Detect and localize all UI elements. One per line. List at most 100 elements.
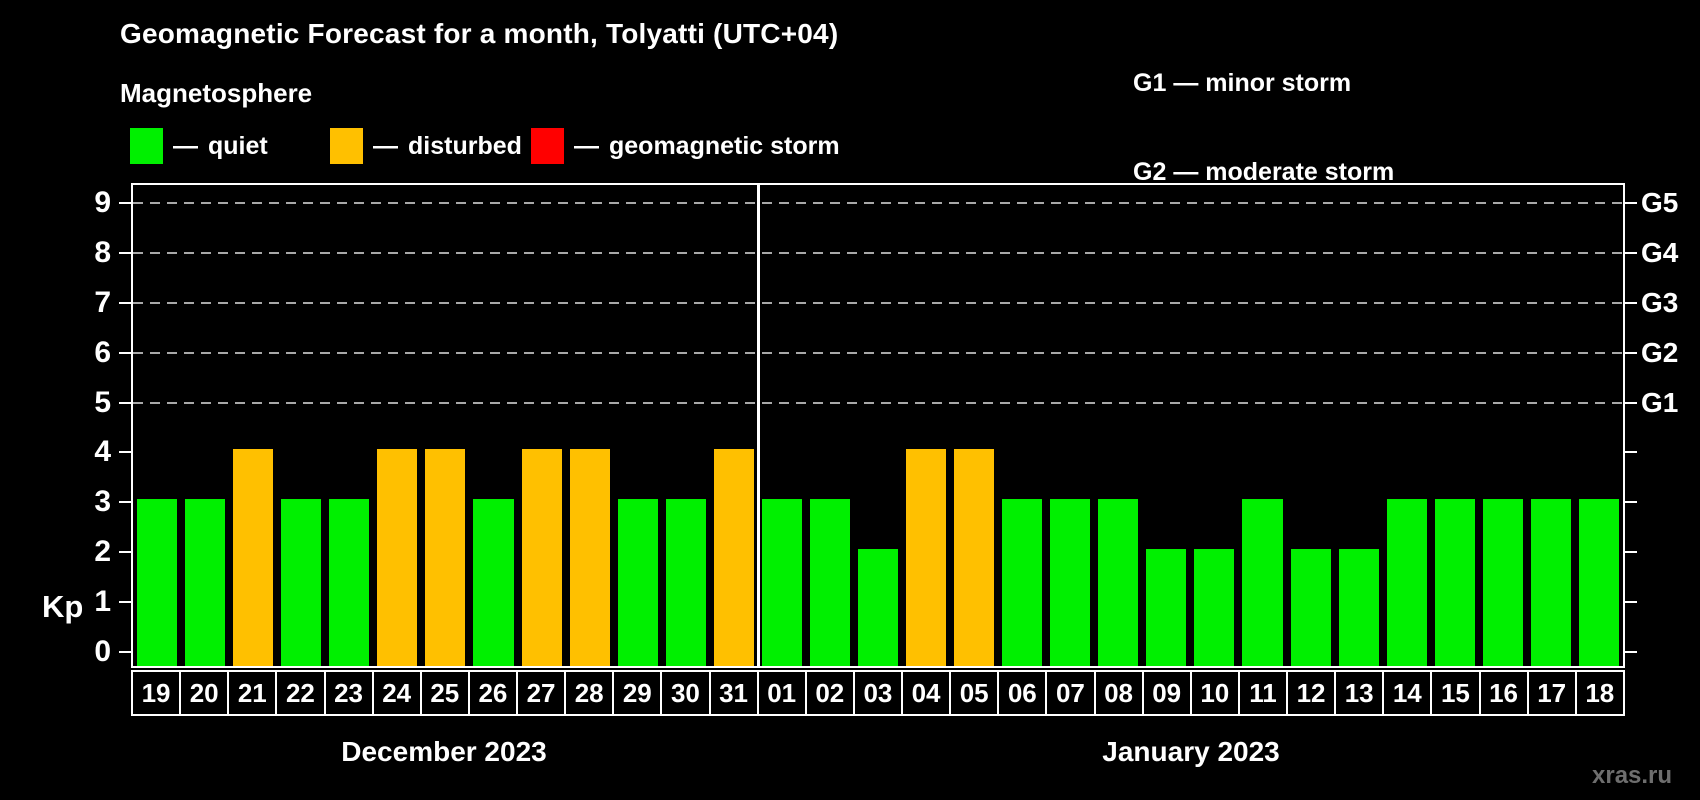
- bar-slot-january-10: [1190, 185, 1238, 666]
- day-label-06: 06: [999, 672, 1048, 714]
- bar-slot-january-05: [950, 185, 998, 666]
- legend-dash: —: [373, 131, 398, 160]
- bar-slot-december-20: [181, 185, 229, 666]
- kp-bar-07: [1050, 499, 1091, 666]
- y-tick-left-7: [119, 301, 131, 304]
- day-label-09: 09: [1144, 672, 1192, 714]
- bar-slot-january-15: [1431, 185, 1479, 666]
- y-tick-label-7: 7: [94, 285, 111, 319]
- bar-slot-december-30: [662, 185, 710, 666]
- y-tick-right-5: [1625, 401, 1637, 404]
- kp-bar-26: [473, 499, 514, 666]
- y-tick-right-4: [1625, 451, 1637, 454]
- legend-item-storm: — geomagnetic storm: [531, 128, 840, 164]
- day-label-13: 13: [1336, 672, 1385, 714]
- y-tick-label-2: 2: [94, 535, 111, 569]
- day-label-08: 08: [1096, 672, 1144, 714]
- bar-slot-december-22: [277, 185, 325, 666]
- day-label-27: 27: [518, 672, 567, 714]
- y-tick-left-2: [119, 551, 131, 554]
- kp-bar-09: [1146, 549, 1187, 666]
- day-label-15: 15: [1432, 672, 1481, 714]
- bars-row: [133, 185, 1623, 666]
- y-tick-left-1: [119, 601, 131, 604]
- y-tick-left-9: [119, 201, 131, 204]
- bar-slot-january-09: [1142, 185, 1190, 666]
- y-tick-label-6: 6: [94, 335, 111, 369]
- kp-bar-13: [1338, 549, 1379, 666]
- day-label-30: 30: [662, 672, 711, 714]
- gridline-kp-7: [133, 301, 1623, 304]
- bar-slot-january-12: [1287, 185, 1335, 666]
- bar-slot-december-31: [710, 185, 758, 666]
- day-label-03: 03: [855, 672, 903, 714]
- bar-slot-december-23: [325, 185, 373, 666]
- day-label-23: 23: [326, 672, 374, 714]
- kp-bar-03: [857, 549, 898, 666]
- bar-slot-december-19: [133, 185, 181, 666]
- bar-slot-january-08: [1094, 185, 1142, 666]
- kp-bar-31: [713, 449, 754, 666]
- bar-slot-january-18: [1575, 185, 1623, 666]
- y-tick-right-6: [1625, 351, 1637, 354]
- month-divider-line: [756, 185, 760, 666]
- y-tick-right-9: [1625, 201, 1637, 204]
- kp-bar-05: [954, 449, 995, 666]
- kp-bar-29: [617, 499, 658, 666]
- y-tick-label-9: 9: [94, 185, 111, 219]
- kp-bar-24: [377, 449, 418, 666]
- y-tick-label-5: 5: [94, 385, 111, 419]
- gridline-kp-5: [133, 401, 1623, 404]
- kp-bar-30: [665, 499, 706, 666]
- bar-slot-january-02: [806, 185, 854, 666]
- y-tick-left-3: [119, 501, 131, 504]
- day-label-11: 11: [1240, 672, 1288, 714]
- legend-dash: —: [173, 131, 198, 160]
- bar-slot-january-07: [1046, 185, 1094, 666]
- y-axis-title: Kp: [42, 589, 84, 624]
- day-label-21: 21: [229, 672, 278, 714]
- plot-area: [119, 183, 1637, 668]
- day-label-25: 25: [422, 672, 470, 714]
- legend-item-disturbed: — disturbed: [330, 128, 522, 164]
- kp-bar-08: [1098, 499, 1139, 666]
- bar-slot-december-25: [421, 185, 469, 666]
- right-axis-label-g4: G4: [1641, 236, 1679, 268]
- bar-slot-january-13: [1335, 185, 1383, 666]
- y-tick-right-3: [1625, 501, 1637, 504]
- kp-bar-12: [1290, 549, 1331, 666]
- kp-bar-18: [1578, 499, 1619, 666]
- watermark-link[interactable]: xras.ru: [1592, 762, 1673, 789]
- y-tick-right-7: [1625, 301, 1637, 304]
- day-label-10: 10: [1192, 672, 1240, 714]
- kp-bar-25: [425, 449, 466, 666]
- bar-slot-december-28: [566, 185, 614, 666]
- y-tick-right-8: [1625, 251, 1637, 254]
- day-label-04: 04: [903, 672, 952, 714]
- kp-bar-06: [1002, 499, 1043, 666]
- kp-bar-23: [329, 499, 370, 666]
- bar-slot-january-06: [998, 185, 1046, 666]
- day-label-18: 18: [1585, 677, 1615, 708]
- day-label-12: 12: [1288, 672, 1337, 714]
- y-tick-right-0: [1625, 651, 1637, 653]
- month-label-december: December 2023: [341, 736, 547, 767]
- legend-dash: —: [574, 131, 599, 160]
- right-axis-label-g1: G1: [1641, 386, 1679, 418]
- bar-slot-december-29: [614, 185, 662, 666]
- kp-bar-10: [1194, 549, 1235, 666]
- day-label-01: 01: [759, 672, 807, 714]
- day-label-02: 02: [807, 672, 855, 714]
- day-label-22: 22: [277, 672, 326, 714]
- gridline-kp-8: [133, 251, 1623, 254]
- quiet-color-swatch: [130, 128, 163, 164]
- bar-slot-january-14: [1383, 185, 1431, 666]
- kp-bar-21: [233, 449, 274, 666]
- day-label-16: 16: [1481, 672, 1529, 714]
- day-label-19: 19: [133, 672, 182, 714]
- gridline-kp-6: [133, 351, 1623, 354]
- right-axis-label-g5: G5: [1641, 186, 1679, 218]
- y-tick-left-5: [119, 401, 131, 404]
- legend-item-quiet: — quiet: [130, 128, 268, 164]
